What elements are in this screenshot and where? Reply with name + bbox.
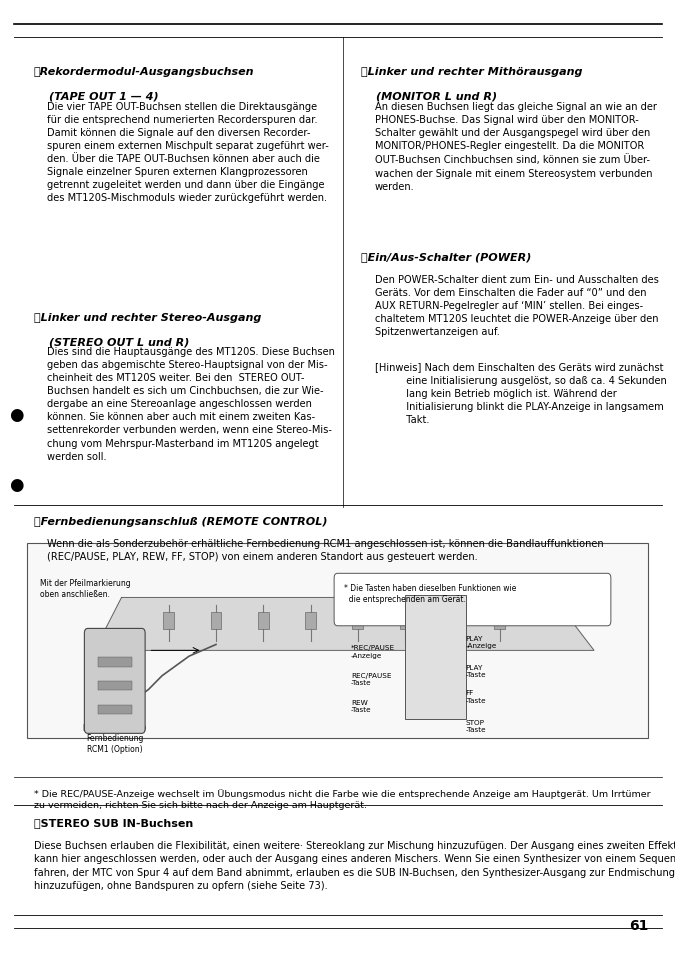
Text: REC/PAUSE
-Taste: REC/PAUSE -Taste (351, 672, 391, 685)
Text: Dies sind die Hauptausgänge des MT120S. Diese Buchsen
geben das abgemischte Ster: Dies sind die Hauptausgänge des MT120S. … (47, 347, 335, 461)
Text: Wenn die als Sonderzubehör erhältliche Fernbedienung RCM1 angeschlossen ist, kön: Wenn die als Sonderzubehör erhältliche F… (47, 538, 604, 561)
Text: Diese Buchsen erlauben die Flexibilität, einen weitere· Stereoklang zur Mischung: Diese Buchsen erlauben die Flexibilität,… (34, 841, 675, 889)
Bar (163, 612, 174, 629)
Bar (400, 612, 410, 629)
Text: RCM1 (Option): RCM1 (Option) (83, 723, 146, 732)
Bar (494, 612, 505, 629)
Bar (27, 543, 648, 739)
Text: ⓈLinker und rechter Stereo-Ausgang: ⓈLinker und rechter Stereo-Ausgang (34, 313, 261, 322)
Text: Mit der Pfeilmarkierung
oben anschließen.: Mit der Pfeilmarkierung oben anschließen… (40, 578, 131, 598)
Text: FF
-Taste: FF -Taste (466, 690, 487, 703)
Text: * Die Tasten haben dieselben Funktionen wie
  die entsprechenden am Gerät.: * Die Tasten haben dieselben Funktionen … (344, 583, 516, 603)
Text: * Die REC/PAUSE-Anzeige wechselt im Übungsmodus nicht die Farbe wie die entsprec: * Die REC/PAUSE-Anzeige wechselt im Übun… (34, 788, 651, 809)
Text: ⓌSTEREO SUB IN-Buchsen: ⓌSTEREO SUB IN-Buchsen (34, 817, 193, 826)
Text: [Hinweis] Nach dem Einschalten des Geräts wird zunächst
          eine Initialis: [Hinweis] Nach dem Einschalten des Gerät… (375, 362, 666, 424)
Text: *REC/PAUSE
-Anzeige: *REC/PAUSE -Anzeige (351, 645, 395, 658)
Bar (258, 612, 269, 629)
Text: STOP
-Taste: STOP -Taste (466, 720, 487, 732)
Text: PLAY
-Taste: PLAY -Taste (466, 664, 487, 678)
Bar (98, 705, 132, 715)
Text: PLAY
-Anzeige: PLAY -Anzeige (466, 635, 497, 648)
Text: 61: 61 (628, 918, 648, 932)
Bar (98, 681, 132, 691)
Text: ⓊEin/Aus-Schalter (POWER): ⓊEin/Aus-Schalter (POWER) (361, 252, 531, 261)
Text: Fernbedienung
RCM1 (Option): Fernbedienung RCM1 (Option) (86, 734, 143, 753)
Text: ⓇRekordermodul-Ausgangsbuchsen: ⓇRekordermodul-Ausgangsbuchsen (34, 67, 254, 76)
Text: An diesen Buchsen liegt das gleiche Signal an wie an der
PHONES-Buchse. Das Sign: An diesen Buchsen liegt das gleiche Sign… (375, 102, 657, 192)
Bar (98, 658, 132, 667)
Text: ●: ● (9, 406, 23, 423)
Text: ●: ● (9, 476, 23, 493)
Text: (STEREO OUT L und R): (STEREO OUT L und R) (49, 337, 189, 347)
Text: REW
-Taste: REW -Taste (351, 700, 372, 713)
Bar (352, 612, 363, 629)
Polygon shape (95, 598, 594, 651)
FancyBboxPatch shape (334, 574, 611, 626)
FancyBboxPatch shape (84, 629, 145, 734)
Bar (211, 612, 221, 629)
Text: ⓉLinker und rechter Mithörausgang: ⓉLinker und rechter Mithörausgang (361, 67, 583, 76)
Text: (MONITOR L und R): (MONITOR L und R) (376, 91, 497, 101)
Text: Den POWER-Schalter dient zum Ein- und Ausschalten des
Geräts. Vor dem Einschalte: Den POWER-Schalter dient zum Ein- und Au… (375, 274, 659, 336)
Text: Die vier TAPE OUT-Buchsen stellen die Direktausgänge
für die entsprechend numeri: Die vier TAPE OUT-Buchsen stellen die Di… (47, 102, 329, 203)
Text: ⓋFernbedienungsanschluß (REMOTE CONTROL): ⓋFernbedienungsanschluß (REMOTE CONTROL) (34, 517, 327, 526)
FancyBboxPatch shape (405, 595, 466, 720)
Bar (447, 612, 458, 629)
Bar (305, 612, 316, 629)
Text: (TAPE OUT 1 — 4): (TAPE OUT 1 — 4) (49, 91, 158, 101)
